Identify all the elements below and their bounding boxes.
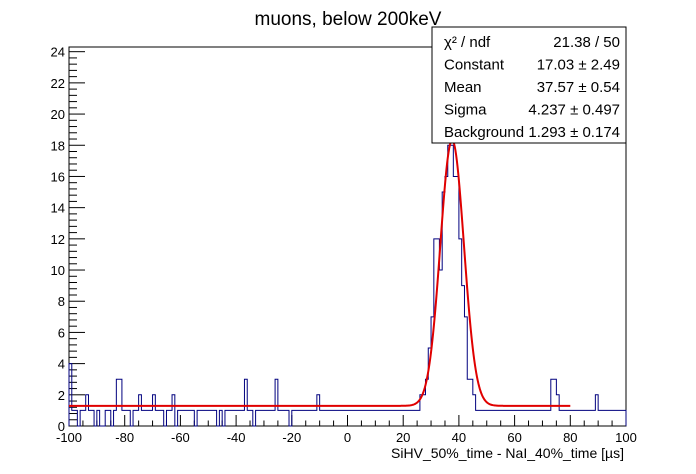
stats-row-name: χ² / ndf <box>444 34 491 51</box>
stats-row-value: 17.03 ± 2.49 <box>537 57 620 74</box>
y-tick-label: 2 <box>58 388 65 403</box>
stats-row-value: 1.293 ± 0.174 <box>528 124 620 141</box>
y-tick-label: 8 <box>58 294 65 309</box>
stats-row-name: Constant <box>444 57 505 74</box>
x-tick-label: 100 <box>615 430 637 445</box>
y-tick-label: 20 <box>51 107 65 122</box>
x-tick-label: -80 <box>115 430 134 445</box>
chart-title: muons, below 200keV <box>255 9 442 30</box>
y-tick-label: 14 <box>51 201 65 216</box>
x-tick-label: 60 <box>507 430 521 445</box>
stats-row-name: Background <box>444 124 524 141</box>
y-tick-label: 16 <box>51 169 65 184</box>
x-tick-label: 80 <box>563 430 577 445</box>
x-axis-label: SiHV_50%_time - NaI_40%_time [µs] <box>391 445 624 461</box>
y-tick-label: 10 <box>51 263 65 278</box>
x-tick-label: -40 <box>227 430 246 445</box>
y-tick-label: 22 <box>51 76 65 91</box>
stats-box: χ² / ndf 21.38 / 50 Constant 17.03 ± 2.49 Me… <box>432 27 626 143</box>
stats-row-value: 21.38 / 50 <box>553 34 620 51</box>
x-tick-label: 20 <box>396 430 410 445</box>
gaussian-fit-curve <box>69 140 570 406</box>
x-axis: -100 -80 -60 -40 -20 0 20 40 60 80 100 <box>56 415 637 445</box>
stats-row-value: 4.237 ± 0.497 <box>528 102 620 119</box>
x-tick-label: -20 <box>282 430 301 445</box>
stats-row-value: 37.57 ± 0.54 <box>537 79 620 96</box>
y-tick-label: 6 <box>58 325 65 340</box>
stats-row-name: Mean <box>444 79 482 96</box>
x-tick-label: 40 <box>452 430 466 445</box>
y-tick-label: 0 <box>58 419 65 434</box>
x-tick-label: -60 <box>171 430 190 445</box>
y-tick-label: 24 <box>51 45 65 60</box>
histogram-series <box>69 145 626 426</box>
y-tick-label: 18 <box>51 138 65 153</box>
x-tick-label: 0 <box>344 430 351 445</box>
y-tick-label: 12 <box>51 232 65 247</box>
y-tick-label: 4 <box>58 357 65 372</box>
stats-row-name: Sigma <box>444 102 487 119</box>
